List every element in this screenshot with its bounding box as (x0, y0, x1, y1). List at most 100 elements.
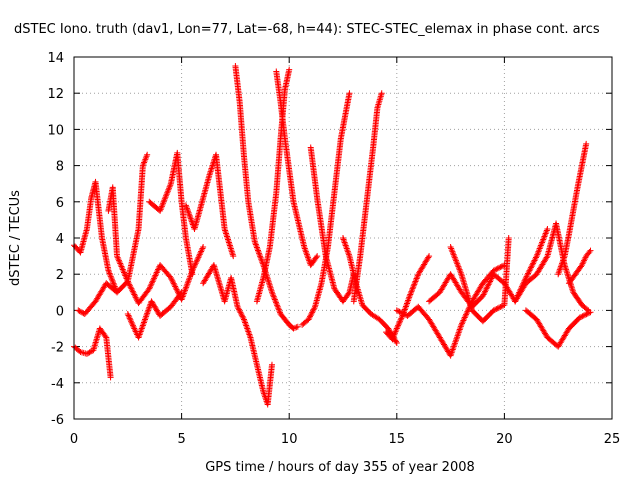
data-point (174, 287, 181, 294)
x-tick-label: 0 (70, 432, 78, 447)
data-point (491, 266, 498, 273)
data-point (124, 311, 131, 318)
data-point (236, 308, 243, 315)
data-point (586, 309, 593, 316)
data-point (505, 235, 512, 241)
data-point (578, 313, 585, 320)
data-point (234, 303, 241, 310)
data-point (105, 267, 112, 274)
data-point (309, 308, 316, 315)
ticks: 0 5 10 15 20 25 -6 -4 -2 0 2 4 6 8 10 12 14 (47, 51, 620, 447)
data-point (153, 270, 160, 277)
data-point (106, 269, 113, 276)
data-point (253, 243, 260, 250)
data-point (491, 306, 498, 313)
x-tick-label: 15 (389, 432, 406, 447)
data-point (544, 225, 551, 232)
data-point (254, 247, 261, 254)
data-point (119, 266, 126, 273)
data-point (309, 309, 316, 316)
data-point (126, 313, 133, 320)
data-series-arc-05 (124, 289, 185, 341)
data-point (525, 270, 532, 277)
data-point (177, 290, 184, 297)
data-point (240, 315, 247, 322)
data-point (154, 268, 161, 275)
data-point (305, 316, 312, 323)
data-series-arc-10 (253, 66, 293, 305)
data-point (197, 249, 204, 256)
data-point (314, 253, 321, 260)
data-point (479, 292, 486, 299)
data-point (130, 290, 137, 297)
data-point (170, 280, 177, 287)
data-point (270, 293, 277, 300)
data-point (128, 318, 135, 325)
data-point (584, 310, 591, 317)
data-series-arc-08 (200, 262, 275, 408)
y-tick-label: -2 (51, 341, 64, 356)
data-point (110, 279, 117, 286)
data-point (275, 306, 282, 313)
data-point (108, 276, 115, 283)
data-point (497, 304, 504, 311)
data-point (543, 254, 550, 261)
data-point (117, 260, 124, 267)
y-tick-label: 10 (47, 123, 64, 138)
data-point (107, 271, 114, 278)
data-point (256, 250, 263, 257)
y-axis-label: dSTEC / TECUs (8, 190, 23, 286)
data-point (171, 282, 178, 289)
data-point (346, 90, 353, 97)
data-point (114, 253, 121, 260)
data-point (397, 309, 404, 316)
data-point (144, 151, 151, 158)
data-point (189, 271, 196, 278)
data-point (153, 269, 160, 276)
data-point (498, 263, 505, 270)
data-point (270, 292, 277, 299)
y-tick-label: 0 (56, 304, 64, 319)
data-point (493, 266, 500, 273)
data-point (393, 339, 400, 346)
data-point (182, 202, 189, 209)
y-tick-label: -6 (51, 413, 64, 428)
data-point (410, 282, 417, 289)
data-point (133, 295, 140, 302)
data-point (397, 316, 404, 323)
data-point (583, 311, 590, 318)
data-point (149, 279, 156, 286)
data-point (172, 284, 179, 291)
data-point (75, 307, 82, 314)
data-point (414, 274, 421, 281)
data-point (410, 284, 417, 291)
data-point (527, 266, 534, 273)
data-point (399, 310, 406, 317)
data-point (307, 313, 314, 320)
y-tick-label: 14 (47, 51, 64, 66)
data-point (395, 322, 402, 329)
data-point (395, 321, 402, 328)
data-point (400, 310, 407, 317)
data-point (196, 252, 203, 259)
data-point (408, 288, 415, 295)
data-point (117, 262, 124, 269)
data-point (486, 279, 493, 286)
data-point (461, 315, 468, 322)
data-point (393, 307, 400, 314)
data-point (151, 275, 158, 282)
data-point (172, 283, 179, 290)
data-point (121, 270, 128, 277)
data-point (397, 318, 404, 325)
data-point (406, 292, 413, 299)
data-point (460, 317, 467, 324)
data-point (586, 249, 593, 256)
data-point (256, 251, 263, 258)
data-point (291, 324, 298, 331)
data-point (462, 313, 469, 320)
data-point (239, 313, 246, 320)
data-point (183, 203, 190, 210)
data-point (128, 319, 135, 326)
data-point (255, 248, 262, 255)
